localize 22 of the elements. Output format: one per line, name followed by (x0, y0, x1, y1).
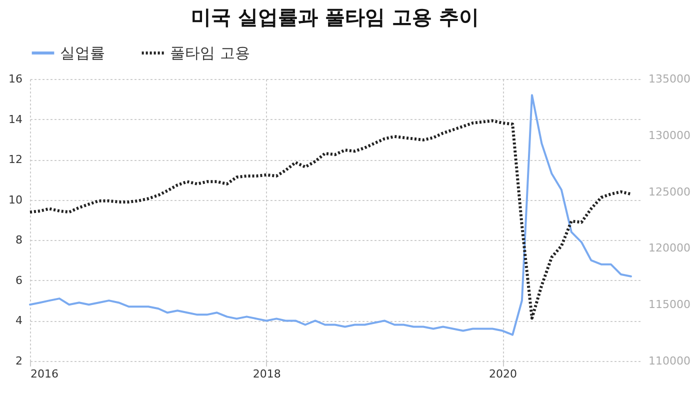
y2-tick-label: 110000 (648, 354, 690, 368)
legend-label: 실업률 (60, 44, 105, 62)
y2-tick-label: 135000 (648, 72, 690, 86)
y-tick-label: 10 (8, 193, 22, 206)
line-series (28, 119, 632, 320)
x-tick-label: 2016 (30, 368, 58, 380)
y2-tick-label: 125000 (648, 185, 690, 198)
chart-title: 미국 실업률과 풀타임 고용 추이 (191, 5, 479, 29)
y-tick-label: 8 (16, 234, 22, 247)
y-tick-label: 12 (8, 153, 22, 166)
y2-tick-label: 130000 (648, 128, 690, 142)
x-tick-label: 2020 (489, 368, 518, 380)
line-series (29, 94, 632, 336)
y-tick-label: 6 (16, 274, 22, 287)
y-tick-label: 2 (16, 354, 22, 368)
legend-label: 풀타임 고용 (170, 44, 250, 62)
y-tick-label: 14 (8, 112, 22, 126)
y2-tick-label: 115000 (648, 298, 690, 312)
y-tick-label: 16 (8, 72, 22, 86)
y2-tick-label: 120000 (648, 242, 690, 255)
x-tick-label: 2018 (252, 368, 281, 380)
y-tick-label: 4 (16, 314, 22, 328)
